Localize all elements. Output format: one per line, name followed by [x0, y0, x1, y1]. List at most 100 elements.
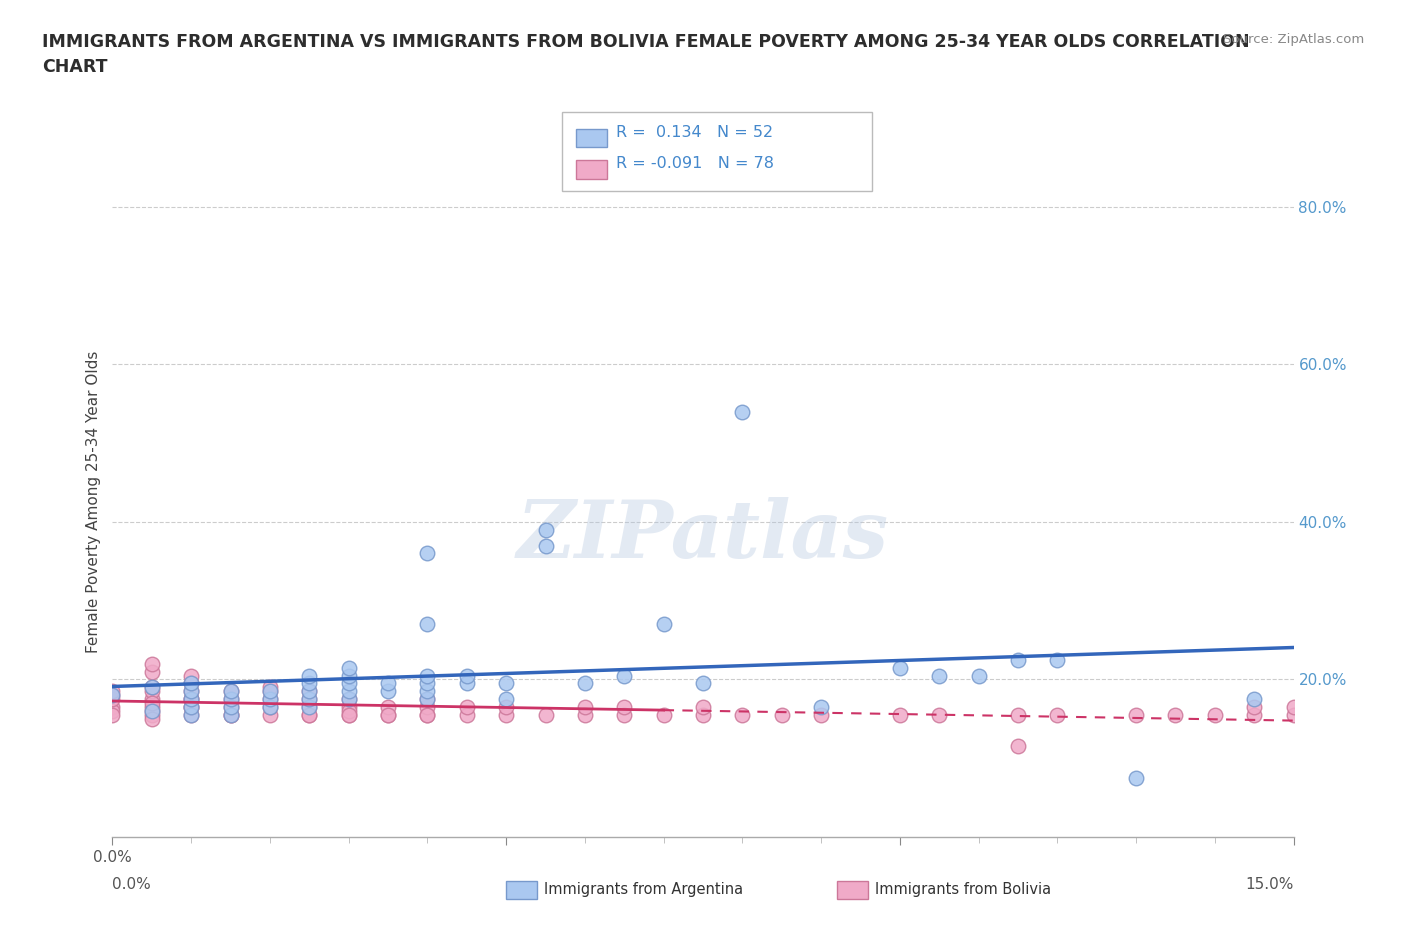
Point [377, 708, 399, 723]
Point [259, 680, 281, 695]
Point [180, 692, 202, 707]
Point [1007, 739, 1029, 754]
Point [1125, 708, 1147, 723]
Point [259, 699, 281, 714]
Point [298, 692, 321, 707]
Point [1007, 708, 1029, 723]
Point [101, 703, 124, 718]
Point [259, 708, 281, 723]
Point [259, 692, 281, 707]
Point [1282, 708, 1305, 723]
Point [141, 680, 163, 695]
Point [141, 703, 163, 718]
Point [101, 688, 124, 703]
Point [1243, 708, 1265, 723]
Point [1007, 652, 1029, 667]
Point [574, 699, 596, 714]
Point [219, 692, 242, 707]
Point [416, 617, 439, 631]
Point [141, 664, 163, 679]
Point [141, 696, 163, 711]
Point [219, 699, 242, 714]
Point [219, 708, 242, 723]
Point [337, 660, 360, 675]
Point [377, 676, 399, 691]
Point [180, 676, 202, 691]
Point [416, 708, 439, 723]
Point [298, 699, 321, 714]
Text: Source: ZipAtlas.com: Source: ZipAtlas.com [1223, 33, 1364, 46]
Point [416, 708, 439, 723]
Text: ZIPatlas: ZIPatlas [517, 497, 889, 575]
Point [141, 692, 163, 707]
Point [141, 703, 163, 718]
Text: 0.0%: 0.0% [112, 877, 152, 892]
Point [180, 699, 202, 714]
Text: Immigrants from Argentina: Immigrants from Argentina [544, 882, 744, 897]
Point [337, 699, 360, 714]
Point [337, 703, 360, 718]
Point [495, 676, 517, 691]
Point [1204, 708, 1226, 723]
Point [731, 708, 754, 723]
Point [456, 676, 478, 691]
Point [337, 708, 360, 723]
Point [889, 660, 911, 675]
Point [180, 692, 202, 707]
Text: R =  0.134   N = 52: R = 0.134 N = 52 [616, 125, 773, 140]
Point [141, 699, 163, 714]
Point [259, 684, 281, 698]
Point [180, 668, 202, 683]
Point [1243, 692, 1265, 707]
Point [456, 699, 478, 714]
Point [416, 692, 439, 707]
Point [219, 692, 242, 707]
Point [219, 684, 242, 698]
Point [141, 684, 163, 698]
Text: R = -0.091   N = 78: R = -0.091 N = 78 [616, 156, 773, 171]
Point [180, 692, 202, 707]
Point [1125, 770, 1147, 785]
Point [180, 684, 202, 698]
Point [574, 676, 596, 691]
Point [770, 708, 793, 723]
Point [101, 688, 124, 703]
Text: Immigrants from Bolivia: Immigrants from Bolivia [875, 882, 1050, 897]
Point [1046, 652, 1069, 667]
Point [967, 668, 990, 683]
Point [219, 708, 242, 723]
Point [1046, 708, 1069, 723]
Point [298, 668, 321, 683]
Point [377, 699, 399, 714]
Point [298, 692, 321, 707]
Point [180, 684, 202, 698]
Point [259, 699, 281, 714]
Point [377, 708, 399, 723]
Point [337, 692, 360, 707]
Point [416, 676, 439, 691]
Point [180, 699, 202, 714]
Point [652, 617, 675, 631]
Point [456, 708, 478, 723]
Point [534, 708, 557, 723]
Text: 15.0%: 15.0% [1246, 877, 1294, 892]
Y-axis label: Female Poverty Among 25-34 Year Olds: Female Poverty Among 25-34 Year Olds [86, 351, 101, 654]
Point [416, 546, 439, 561]
Point [1164, 708, 1187, 723]
Point [337, 692, 360, 707]
Point [298, 684, 321, 698]
Point [692, 708, 714, 723]
Point [180, 708, 202, 723]
Point [298, 708, 321, 723]
Point [259, 692, 281, 707]
Point [180, 676, 202, 691]
Point [337, 668, 360, 683]
Point [180, 708, 202, 723]
Point [613, 668, 636, 683]
Point [219, 708, 242, 723]
Point [416, 684, 439, 698]
Point [180, 699, 202, 714]
Point [259, 684, 281, 698]
Point [416, 668, 439, 683]
Point [141, 708, 163, 723]
